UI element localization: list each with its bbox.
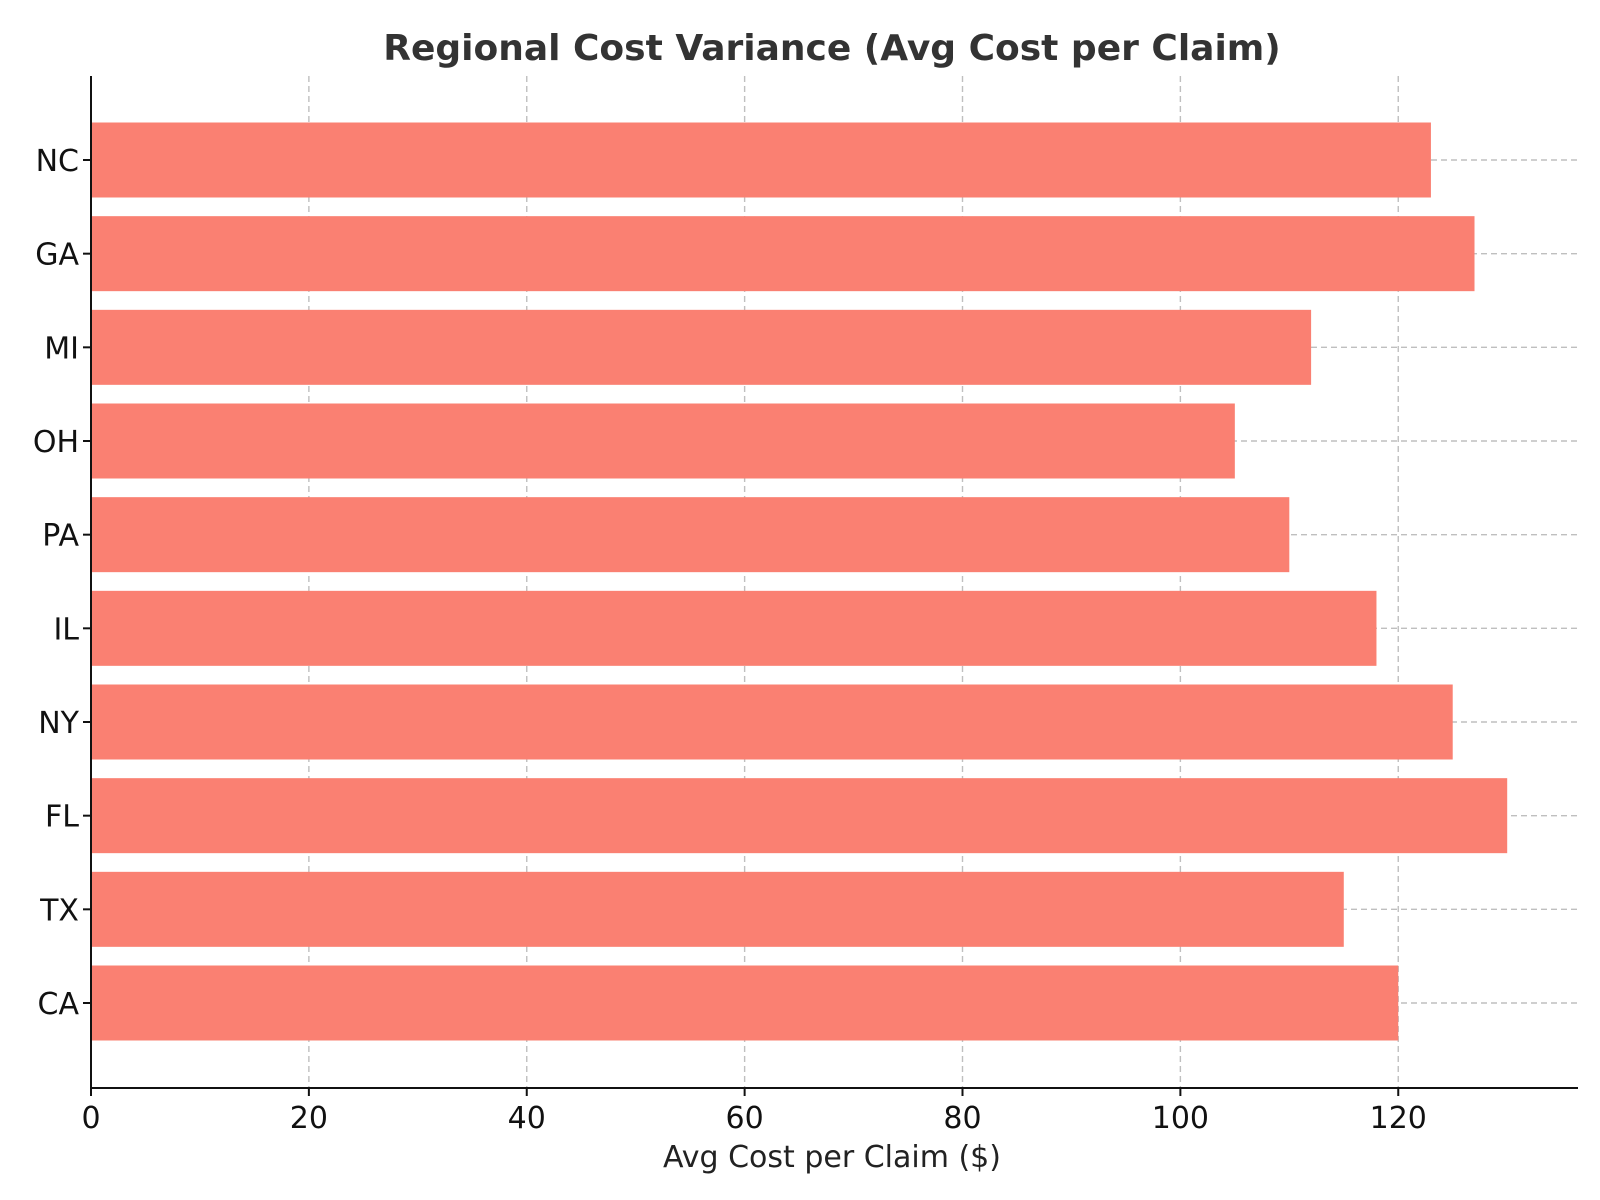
bar-mi xyxy=(91,309,1312,385)
chart-title: Regional Cost Variance (Avg Cost per Cla… xyxy=(383,28,1281,69)
y-tick-label: CA xyxy=(38,987,80,1022)
x-ticks: 0 20 40 60 80 100 120 xyxy=(81,1088,1427,1136)
y-tick-label: NC xyxy=(36,144,79,179)
axes xyxy=(90,76,1578,1089)
x-tick-label: 40 xyxy=(508,1101,546,1136)
bar-ny xyxy=(91,684,1453,760)
bar-pa xyxy=(91,497,1290,573)
y-ticks: CA TX FL NY IL PA OH MI GA NC xyxy=(33,144,91,1022)
y-tick-label: TX xyxy=(39,893,79,928)
x-axis-label: Avg Cost per Claim ($) xyxy=(663,1140,1001,1175)
bars xyxy=(91,122,1508,1041)
bar-il xyxy=(91,590,1377,666)
x-tick-label: 60 xyxy=(726,1101,764,1136)
x-tick-label: 0 xyxy=(81,1101,100,1136)
bar-fl xyxy=(91,778,1508,854)
x-tick-label: 100 xyxy=(1152,1101,1209,1136)
x-tick-label: 120 xyxy=(1370,1101,1427,1136)
y-tick-label: IL xyxy=(53,612,79,647)
y-tick-label: FL xyxy=(45,800,79,835)
x-tick-label: 20 xyxy=(290,1101,328,1136)
bar-ga xyxy=(91,216,1475,292)
bar-tx xyxy=(91,871,1344,947)
y-tick-label: PA xyxy=(42,519,79,554)
x-tick-label: 80 xyxy=(943,1101,981,1136)
y-tick-label: OH xyxy=(33,425,79,460)
y-tick-label: MI xyxy=(44,331,79,366)
bar-ca xyxy=(91,965,1399,1041)
y-tick-label: NY xyxy=(38,706,79,741)
y-tick-label: GA xyxy=(35,238,79,273)
bar-nc xyxy=(91,122,1431,198)
bar-oh xyxy=(91,403,1235,479)
